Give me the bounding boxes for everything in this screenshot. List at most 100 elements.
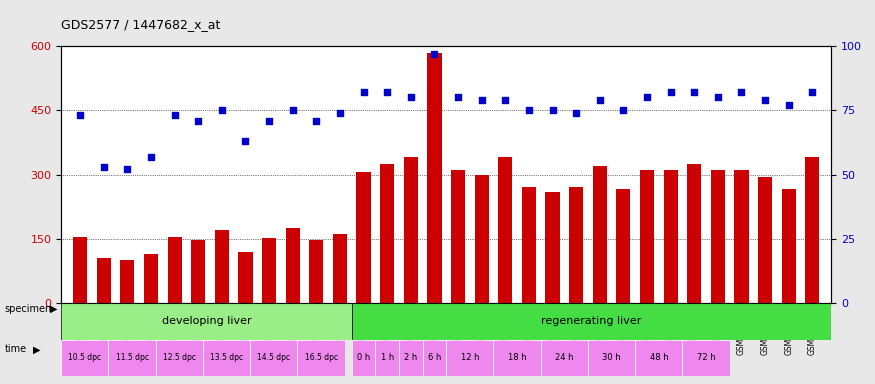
Point [239,138,253,144]
Bar [262,238,276,303]
Point [734,89,748,95]
Text: specimen: specimen [4,304,52,314]
Text: 14.5 dpc: 14.5 dpc [257,354,290,362]
FancyBboxPatch shape [298,339,345,376]
FancyBboxPatch shape [375,339,399,376]
Text: 0 h: 0 h [357,354,370,362]
Text: 10.5 dpc: 10.5 dpc [68,354,102,362]
FancyBboxPatch shape [399,339,423,376]
Bar [214,230,229,303]
Bar [238,252,253,303]
Bar [403,157,418,303]
Text: 24 h: 24 h [555,354,574,362]
Text: 16.5 dpc: 16.5 dpc [304,354,338,362]
FancyBboxPatch shape [423,339,446,376]
Bar [144,254,158,303]
Bar [569,187,584,303]
Point [333,110,347,116]
Bar [96,258,111,303]
Point [286,107,300,113]
Point [781,102,795,108]
FancyBboxPatch shape [352,339,375,376]
Point [262,118,276,124]
FancyBboxPatch shape [156,339,203,376]
Bar [451,170,466,303]
Bar [734,170,749,303]
Point [215,107,229,113]
Text: ▶: ▶ [33,344,41,354]
Point [121,166,135,172]
Text: developing liver: developing liver [162,316,251,326]
Bar [758,177,773,303]
Point [144,154,158,160]
Text: 2 h: 2 h [404,354,417,362]
Point [805,89,819,95]
Text: ▶: ▶ [50,304,58,314]
Point [687,89,701,95]
FancyBboxPatch shape [493,339,541,376]
Bar [640,170,654,303]
Bar [332,235,347,303]
Point [428,51,442,57]
Bar [781,189,796,303]
FancyBboxPatch shape [61,303,352,339]
Point [710,94,724,101]
Point [357,89,371,95]
FancyBboxPatch shape [108,339,156,376]
Text: 11.5 dpc: 11.5 dpc [116,354,149,362]
Bar [616,189,631,303]
Bar [498,157,513,303]
Point [545,107,559,113]
Bar [309,240,324,303]
Point [192,118,206,124]
Text: regenerating liver: regenerating liver [542,316,641,326]
Bar [120,260,135,303]
Point [522,107,536,113]
Bar [191,240,206,303]
Text: 18 h: 18 h [507,354,527,362]
Bar [474,174,489,303]
Bar [592,166,607,303]
Point [474,97,488,103]
FancyBboxPatch shape [203,339,250,376]
Bar [663,170,678,303]
FancyBboxPatch shape [682,339,730,376]
Point [592,97,606,103]
Point [616,107,630,113]
Point [498,97,512,103]
Text: 30 h: 30 h [602,354,621,362]
Point [404,94,418,101]
Point [640,94,654,101]
FancyBboxPatch shape [588,339,635,376]
FancyBboxPatch shape [635,339,682,376]
FancyBboxPatch shape [352,303,831,339]
FancyBboxPatch shape [446,339,493,376]
Point [97,164,111,170]
Text: 12 h: 12 h [460,354,480,362]
Text: 12.5 dpc: 12.5 dpc [163,354,196,362]
Bar [356,172,371,303]
Text: 1 h: 1 h [381,354,394,362]
Point [663,89,677,95]
Bar [805,157,820,303]
Text: 13.5 dpc: 13.5 dpc [210,354,243,362]
Point [569,110,583,116]
Bar [285,228,300,303]
FancyBboxPatch shape [250,339,298,376]
FancyBboxPatch shape [541,339,588,376]
Bar [380,164,395,303]
Bar [167,237,182,303]
Text: time: time [4,344,26,354]
Point [74,113,88,119]
Bar [522,187,536,303]
FancyBboxPatch shape [61,339,108,376]
Bar [710,170,725,303]
Point [451,94,465,101]
Point [381,89,395,95]
Text: 6 h: 6 h [428,354,441,362]
Bar [427,53,442,303]
Bar [73,237,88,303]
Bar [687,164,702,303]
Point [168,113,182,119]
Point [310,118,324,124]
